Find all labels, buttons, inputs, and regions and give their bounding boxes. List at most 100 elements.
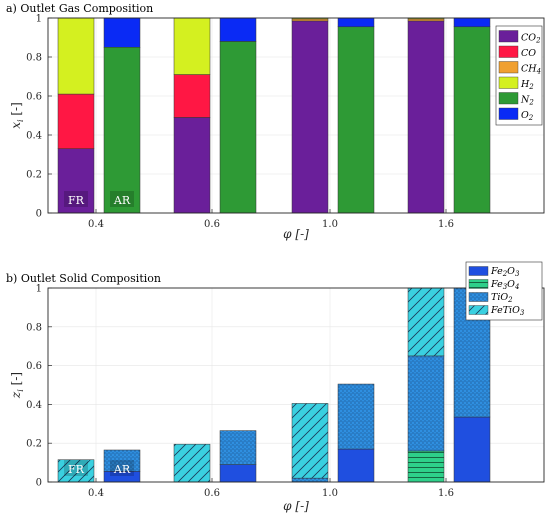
legend-entry: Fe2O3 (490, 266, 520, 278)
bar-segment-ar-2-0 (337, 448, 375, 483)
legend-sub2: 3 (515, 270, 520, 278)
y-tick-label: 0.2 (26, 170, 42, 181)
legend-name: H (520, 79, 530, 90)
panel-b-axes: 0 0.2 0.4 0.6 0.8 1 0.4 0.6 1.0 1.6 φ [-] zi [-] (9, 284, 545, 513)
legend-swatch (498, 45, 519, 58)
legend-name: CH (521, 64, 537, 75)
x-tick-label: 1.0 (322, 488, 338, 499)
legend-swatch (498, 107, 519, 120)
legend-entry: O2 (521, 110, 534, 122)
group-label-bg (64, 191, 88, 207)
legend-name2: O (507, 279, 515, 290)
group-label-bg (110, 191, 134, 207)
bar-segment-ar-3-4 (453, 26, 491, 214)
y-tick-label: 0.4 (26, 131, 42, 142)
bar-segment-fr-2-2 (291, 18, 329, 22)
y-axis-label-sub: i (16, 119, 25, 122)
legend-entry: Fe3O4 (490, 279, 519, 291)
legend-swatch (498, 92, 519, 105)
bar-segment-fr-3-0 (407, 20, 445, 214)
x-axis-label: φ [-] (283, 499, 309, 513)
bar-segment-fr-2-2 (291, 477, 329, 483)
legend-sub2: 4 (514, 283, 519, 291)
legend-name: CO (521, 48, 536, 59)
y-axis-label-sub: i (16, 389, 25, 392)
x-tick-label: 1.6 (438, 219, 454, 230)
legend-swatch (468, 266, 489, 276)
y-axis-label: xi [-] (9, 102, 25, 129)
legend-entry: TiO2 (491, 292, 513, 304)
x-tick-label: 0.4 (88, 488, 104, 499)
bar-segment-ar-2-4 (337, 26, 375, 214)
legend-name: CO (521, 33, 536, 44)
legend-swatch (498, 76, 519, 89)
bar-segment-fr-2-3 (291, 403, 329, 479)
bar-segment-fr-0-1 (57, 93, 95, 149)
legend-sub: 2 (528, 114, 534, 122)
y-axis-label-main: x (9, 122, 23, 129)
panel-a-axes: 0 0.2 0.4 0.6 0.8 1 0.4 0.6 1.0 1.6 φ [-] xi [-] (9, 14, 545, 241)
bar-segment-fr-3-2 (407, 18, 445, 22)
bar-segment-ar-0-4 (103, 47, 141, 214)
x-tick-label: 0.4 (88, 219, 104, 230)
bar-segment-fr-1-3 (173, 17, 211, 75)
plot-frame (47, 287, 545, 483)
y-axis-label-main: z (9, 391, 23, 399)
group-label-bg (64, 460, 88, 476)
legend-name: TiO (491, 292, 508, 303)
legend-entry: H2 (520, 79, 534, 91)
y-tick-label: 0.8 (26, 53, 42, 64)
legend-swatch (468, 279, 489, 289)
legend-swatch (468, 305, 489, 315)
bar-segment-ar-0-5 (103, 17, 141, 48)
panel-a-title: a) Outlet Gas Composition (6, 2, 153, 15)
x-tick-label: 1.0 (322, 219, 338, 230)
panel-b-title: b) Outlet Solid Composition (6, 272, 161, 285)
bar-segment-ar-3-0 (453, 416, 491, 483)
plot-frame (47, 17, 545, 214)
y-axis-label-unit: [-] (9, 372, 23, 389)
bar-segment-ar-1-4 (219, 41, 257, 214)
solid-composition-panel: b) Outlet Solid Composition FR AR 0 0.2 0.4… (6, 261, 545, 513)
x-tick-label: 1.6 (438, 488, 454, 499)
legend-name2: O (507, 266, 515, 277)
group-label-ar: AR (113, 463, 131, 476)
y-axis-label-unit: [-] (9, 102, 23, 119)
bar-segment-fr-1-0 (173, 117, 211, 214)
legend-swatch (468, 292, 489, 302)
bar-segment-fr-1-1 (173, 74, 211, 118)
bar-segment-ar-1-2 (219, 430, 257, 465)
y-tick-label: 0 (36, 478, 42, 489)
group-label-fr: FR (68, 463, 85, 476)
bar-segment-fr-2-0 (291, 20, 329, 214)
legend-entry: CH4 (521, 64, 541, 76)
bar-segment-fr-1-3 (173, 443, 211, 483)
panel-b-bars: FR AR (57, 287, 491, 483)
y-tick-label: 0.8 (26, 322, 42, 333)
legend-name: Fe (490, 266, 503, 277)
y-tick-label: 1 (36, 284, 42, 295)
legend-sub: 2 (535, 37, 541, 45)
legend-name: N (520, 95, 530, 106)
group-label-bg (110, 460, 134, 476)
x-tick-label: 0.6 (204, 488, 220, 499)
legend-entry: FeTiO3 (490, 305, 525, 317)
legend-sub: 3 (520, 309, 525, 317)
bar-segment-fr-3-1 (407, 450, 445, 483)
legend-entry: N2 (520, 95, 534, 107)
y-tick-label: 0.6 (26, 92, 42, 103)
x-tick-label: 0.6 (204, 219, 220, 230)
gas-composition-panel: a) Outlet Gas Composition FR AR 0 0.2 0.4 0.… (6, 2, 545, 241)
bar-segment-ar-1-5 (219, 17, 257, 42)
y-tick-label: 0.4 (26, 400, 42, 411)
bar-segment-ar-2-5 (337, 17, 375, 28)
legend-swatch (498, 30, 519, 43)
y-tick-label: 0.2 (26, 439, 42, 450)
legend-sub: 4 (536, 68, 541, 76)
y-axis-label: zi [-] (9, 372, 25, 399)
legend-name: O (521, 110, 529, 121)
panel-a-bars: FR AR (57, 17, 491, 214)
legend-sub: 2 (528, 83, 534, 91)
